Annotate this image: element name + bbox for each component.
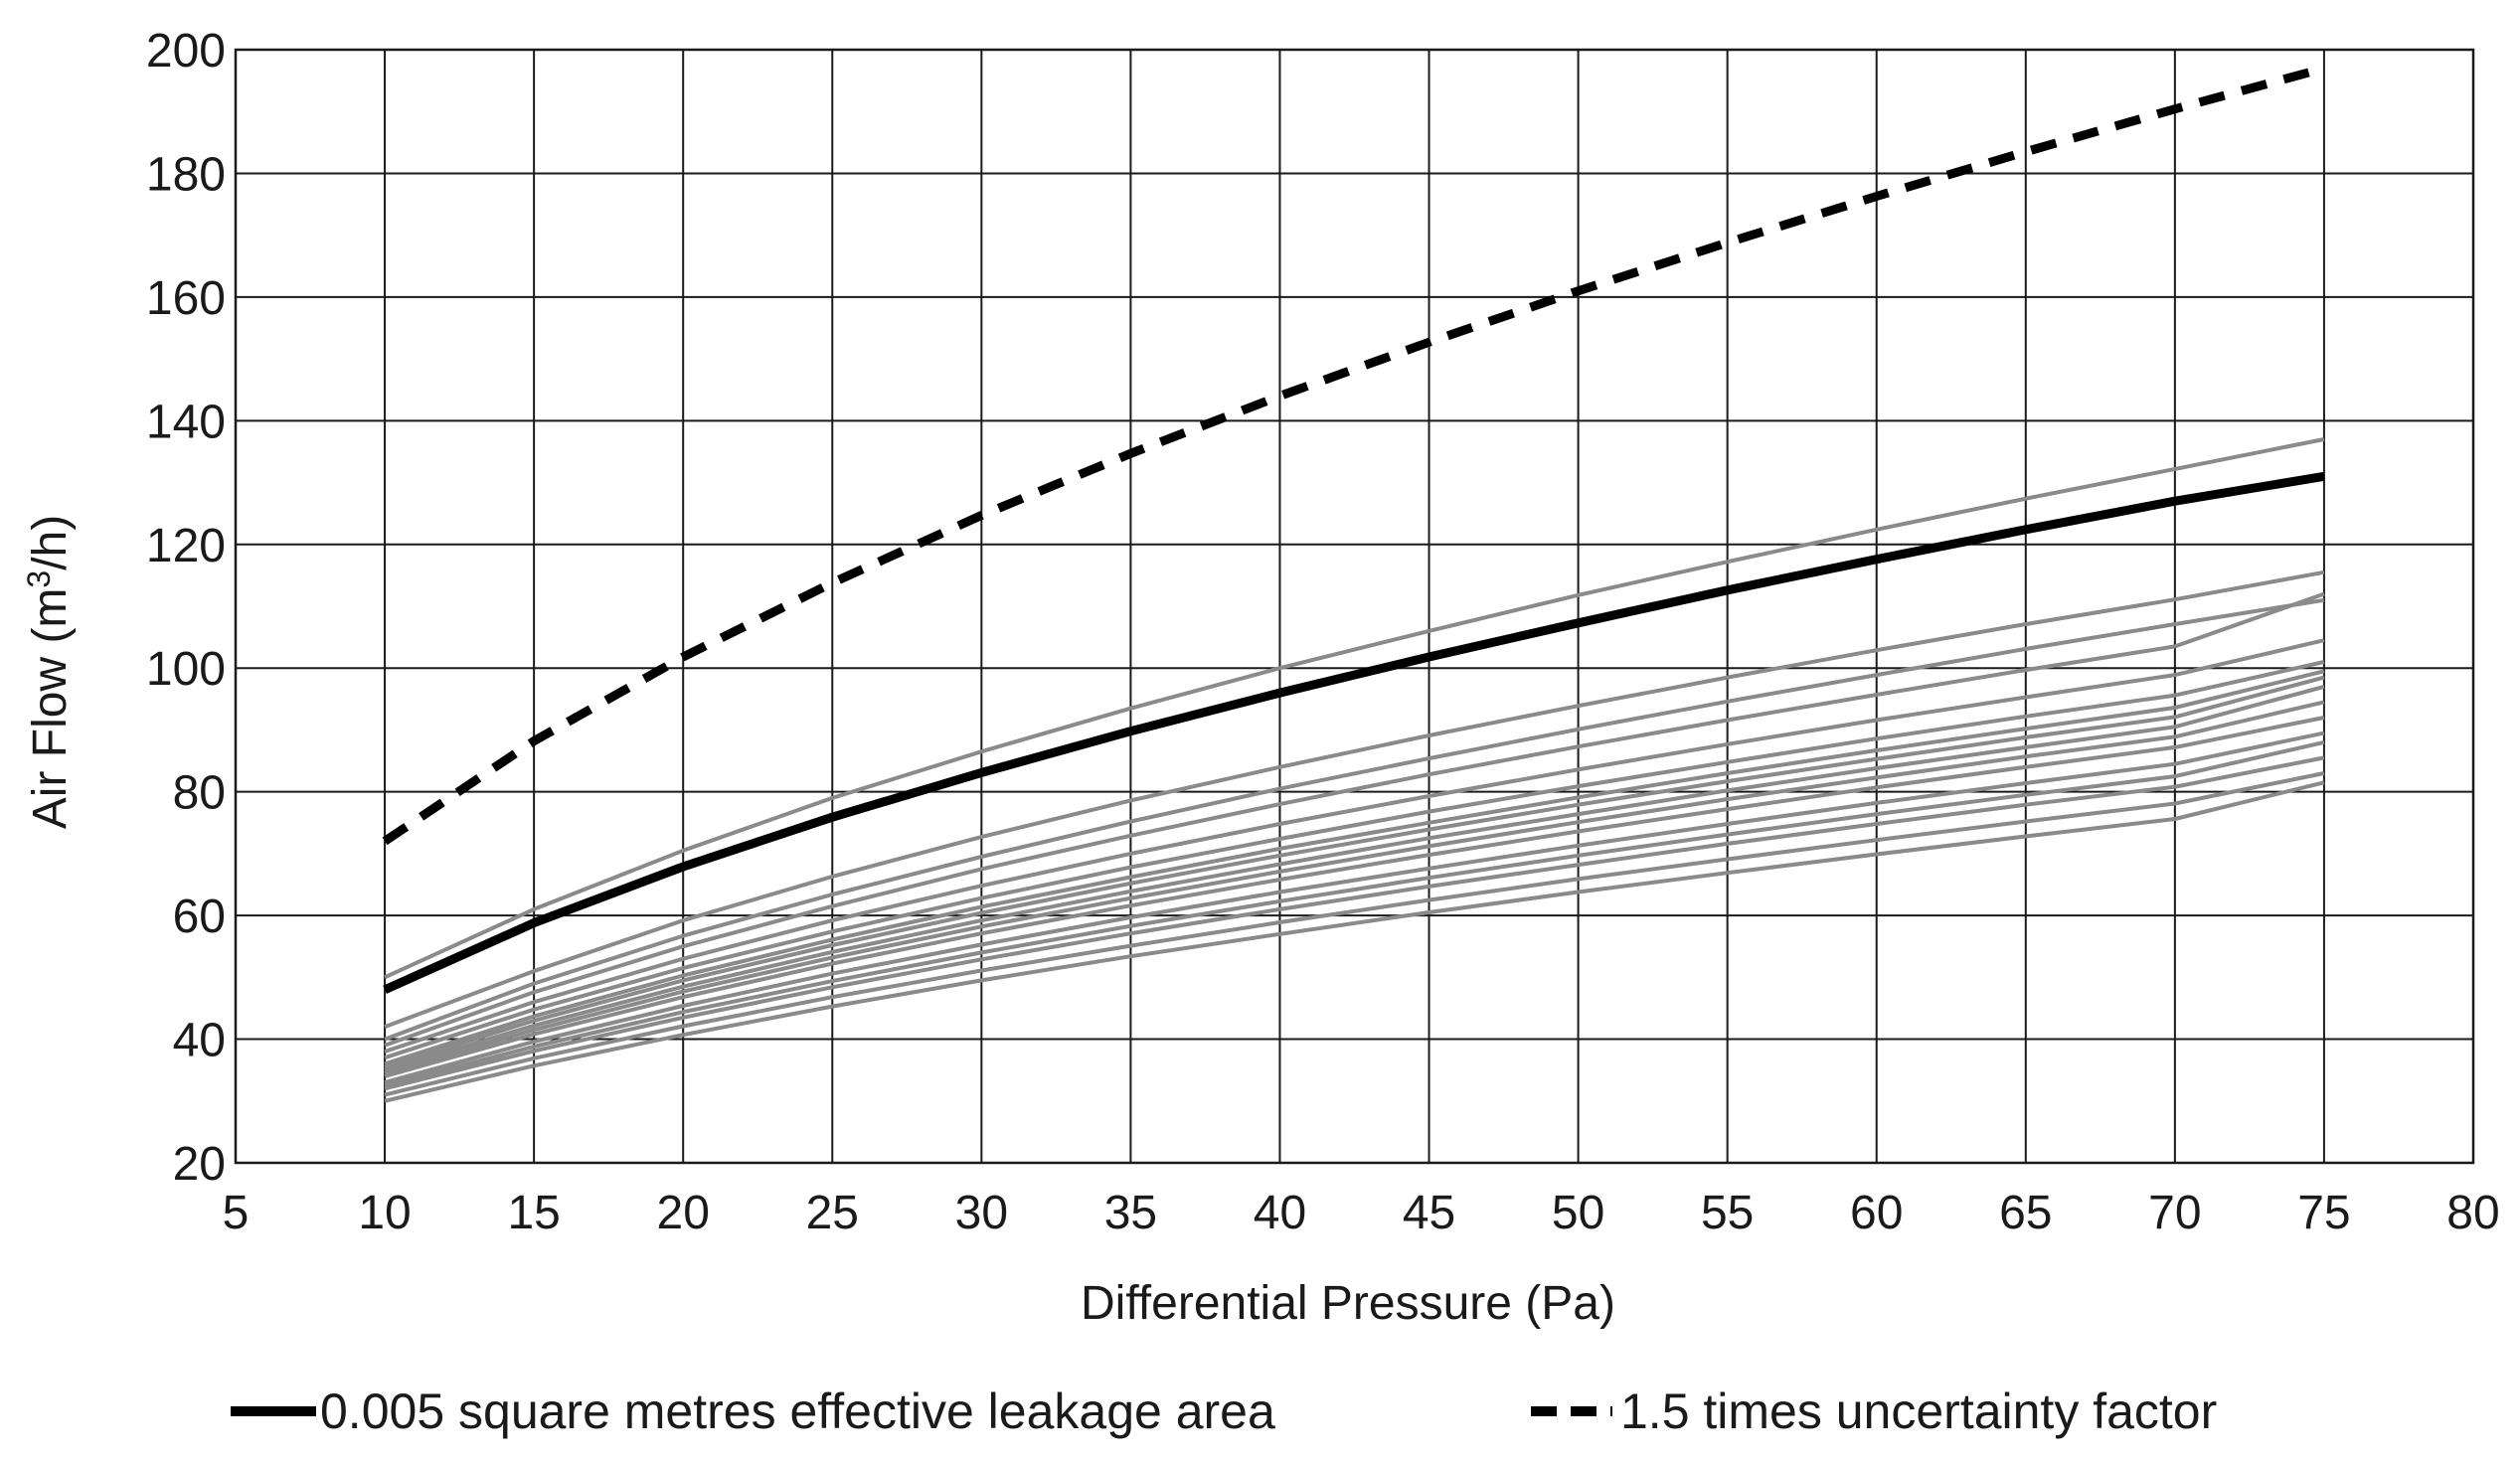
- series-line-grey: [384, 780, 2325, 1103]
- x-tick-label: 40: [1254, 1187, 1306, 1239]
- legend-label-solid: 0.005 square metres effective leakage ar…: [320, 1383, 1275, 1439]
- series-line-grey: [384, 638, 2325, 1054]
- y-tick-label: 20: [173, 1138, 226, 1191]
- x-tick-label: 30: [955, 1187, 1008, 1239]
- y-tick-label: 180: [146, 148, 226, 201]
- y-axis-title: Air Flow (m3/h): [21, 515, 77, 829]
- y-axis-title-suffix: /h): [24, 515, 77, 570]
- y-tick-label: 40: [173, 1015, 226, 1067]
- x-tick-label: 50: [1552, 1187, 1604, 1239]
- x-tick-label: 60: [1850, 1187, 1903, 1239]
- series-line-grey: [384, 437, 2325, 980]
- x-tick-label: 35: [1104, 1187, 1157, 1239]
- plot-frame: [234, 48, 2475, 1165]
- series-group: [382, 64, 2326, 1103]
- series-line-grey: [384, 669, 2325, 1066]
- x-tick-label: 55: [1701, 1187, 1754, 1239]
- legend-label-dashed: 1.5 times uncertainty factor: [1620, 1383, 2217, 1439]
- x-tick-label: 45: [1403, 1187, 1455, 1239]
- y-tick-label: 160: [146, 272, 226, 325]
- series-line-grey: [384, 755, 2325, 1091]
- series-line-grey: [384, 739, 2325, 1088]
- y-tick-label: 120: [146, 520, 226, 572]
- x-tick-label: 70: [2148, 1187, 2201, 1239]
- y-tick-label: 100: [146, 643, 226, 696]
- series-line-grey: [384, 675, 2325, 1069]
- series-line-grey: [384, 660, 2325, 1060]
- series-line-grey: [384, 730, 2325, 1085]
- series-line-grey: [384, 597, 2325, 1042]
- grid: [235, 49, 2474, 1164]
- series-line-grey: [384, 700, 2325, 1075]
- y-tick-label: 80: [173, 767, 226, 820]
- x-tick-label: 15: [507, 1187, 560, 1239]
- series-line-solid-black: [383, 471, 2325, 994]
- series-line-grey: [384, 569, 2325, 1029]
- series-line-dashed-black: [382, 64, 2326, 846]
- x-tick-label: 25: [806, 1187, 859, 1239]
- x-tick-label: 80: [2446, 1187, 2499, 1239]
- y-axis-title-prefix: Air Flow (m: [24, 588, 77, 830]
- x-tick-label: 20: [657, 1187, 710, 1239]
- series-line-grey: [384, 771, 2325, 1097]
- x-tick-label: 10: [358, 1187, 411, 1239]
- x-tick-label: 75: [2297, 1187, 2350, 1239]
- y-axis-title-superscript: 3: [21, 570, 57, 588]
- x-tick-label: 5: [223, 1187, 250, 1239]
- x-axis-ticks: 5 10 15 20 25 30 35 40 45 50 55 60 65 70 75 80: [223, 1187, 2500, 1239]
- x-tick-label: 65: [1999, 1187, 2052, 1239]
- y-tick-label: 200: [146, 25, 226, 78]
- y-axis-ticks: 20 40 60 80 100 120 140 160 180 200: [146, 25, 226, 1191]
- series-line-grey: [384, 591, 2325, 1048]
- x-axis-title: Differential Pressure (Pa): [1081, 1277, 1615, 1330]
- legend: 0.005 square metres effective leakage ar…: [231, 1383, 2217, 1439]
- series-line-grey: [384, 716, 2325, 1078]
- y-tick-label: 60: [173, 891, 226, 943]
- series-line-grey: [384, 684, 2325, 1072]
- y-tick-label: 140: [146, 396, 226, 448]
